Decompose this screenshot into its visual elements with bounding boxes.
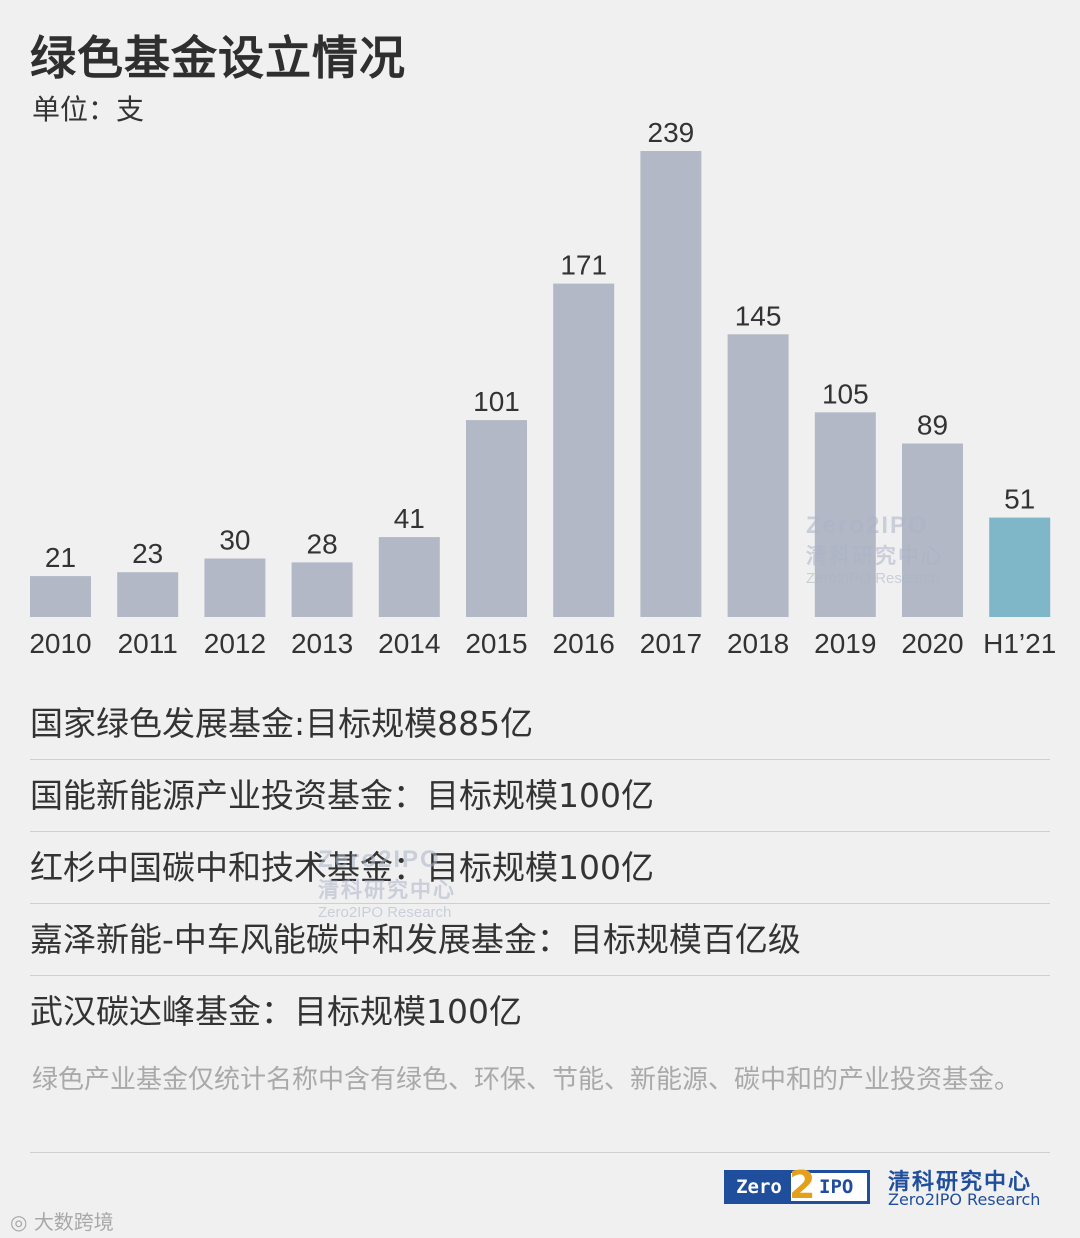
watermark-cn: 清科研究中心 — [318, 879, 456, 902]
data-label-2011: 23 — [132, 538, 163, 569]
logo-en-text: Zero2IPO Research — [888, 1190, 1041, 1209]
x-tick-label-2016: 2016 — [553, 628, 615, 659]
logo-cn-text: 清科研究中心 — [888, 1170, 1033, 1195]
chart-title: 绿色基金设立情况 — [30, 31, 406, 85]
watermark-mark: Zero2IPO — [806, 512, 929, 539]
bar-2018 — [727, 334, 789, 617]
fund-item: 武汉碳达峰基金：目标规模100亿 — [30, 992, 522, 1031]
logo-mark: Zero 2 IPO — [724, 1165, 870, 1205]
x-tick-label-2018: 2018 — [727, 628, 789, 659]
data-label-2013: 28 — [307, 528, 338, 559]
weibo-icon: ◎ — [10, 1210, 34, 1234]
x-tick-label-2010: 2010 — [29, 628, 91, 659]
data-label-2014: 41 — [394, 503, 425, 534]
bar-2010 — [30, 576, 91, 617]
x-tick-label-2020: 2020 — [901, 628, 963, 659]
fund-item: 国能新能源产业投资基金：目标规模100亿 — [30, 760, 1050, 832]
bar-2013 — [291, 562, 353, 617]
watermark-chart: Zero2IPO 清科研究中心 Zero2IPO Research — [806, 512, 944, 587]
footnote: 绿色产业基金仅统计名称中含有绿色、环保、节能、新能源、碳中和的产业投资基金。 — [32, 1065, 1021, 1095]
bar-chart: 21 2010 23 2011 30 2012 28 2013 41 2014 101 2015 171… — [29, 117, 1056, 659]
bar-2011 — [117, 572, 179, 617]
bar-H1’21 — [989, 517, 1051, 617]
data-label-2015: 101 — [473, 386, 520, 417]
fund-list: 国家绿色发展基金:目标规模885亿 国能新能源产业投资基金：目标规模100亿 红… — [30, 688, 1050, 1047]
data-label-2010: 21 — [45, 542, 76, 573]
x-tick-label-2011: 2011 — [118, 628, 178, 659]
bar-2015 — [466, 420, 527, 617]
watermark-en: Zero2IPO Research — [318, 904, 452, 921]
data-label-2012: 30 — [219, 525, 250, 556]
x-tick-label-2017: 2017 — [640, 628, 702, 659]
bar-2019 — [814, 412, 876, 617]
watermark-cn: 清科研究中心 — [806, 545, 944, 568]
logo-zero-text: Zero — [727, 1173, 791, 1201]
x-tick-label-2013: 2013 — [291, 628, 353, 659]
watermark-mark: Zero2IPO — [318, 846, 441, 873]
fund-item: 国家绿色发展基金:目标规模885亿 — [30, 688, 1050, 760]
bar-2020 — [902, 443, 963, 617]
x-tick-label-2015: 2015 — [465, 628, 527, 659]
data-label-2020: 89 — [917, 410, 948, 441]
bar-2012 — [204, 558, 266, 617]
x-tick-label-H1’21: H1’21 — [983, 628, 1056, 659]
data-label-2016: 171 — [560, 250, 607, 281]
bar-2016 — [553, 283, 615, 617]
bar-2017 — [640, 151, 702, 617]
logo-ipo-text: IPO — [819, 1176, 854, 1198]
data-label-2018: 145 — [735, 300, 782, 331]
watermark-en: Zero2IPO Research — [806, 570, 940, 587]
logo-two-text: 2 — [789, 1163, 816, 1207]
data-label-2019: 105 — [822, 378, 869, 409]
source-watermark: ◎ 大数跨境 — [10, 1206, 114, 1235]
zero2ipo-logo: Zero 2 IPO 清科研究中心 Zero2IPO Research — [724, 1165, 1052, 1210]
bar-2014 — [378, 537, 440, 617]
fund-item: 红杉中国碳中和技术基金：目标规模100亿 — [30, 832, 1050, 904]
data-label-H1’21: 51 — [1004, 484, 1035, 515]
fund-item: 嘉泽新能-中车风能碳中和发展基金：目标规模百亿级 — [30, 904, 1050, 976]
x-tick-label-2014: 2014 — [378, 628, 440, 659]
data-label-2017: 239 — [648, 117, 695, 148]
x-tick-label-2019: 2019 — [814, 628, 876, 659]
divider — [30, 1152, 1050, 1153]
x-tick-label-2012: 2012 — [204, 628, 266, 659]
source-mark-text: 大数跨境 — [33, 1210, 114, 1234]
watermark-list: Zero2IPO 清科研究中心 Zero2IPO Research — [318, 846, 456, 921]
chart-unit-label: 单位：支 — [32, 93, 145, 126]
